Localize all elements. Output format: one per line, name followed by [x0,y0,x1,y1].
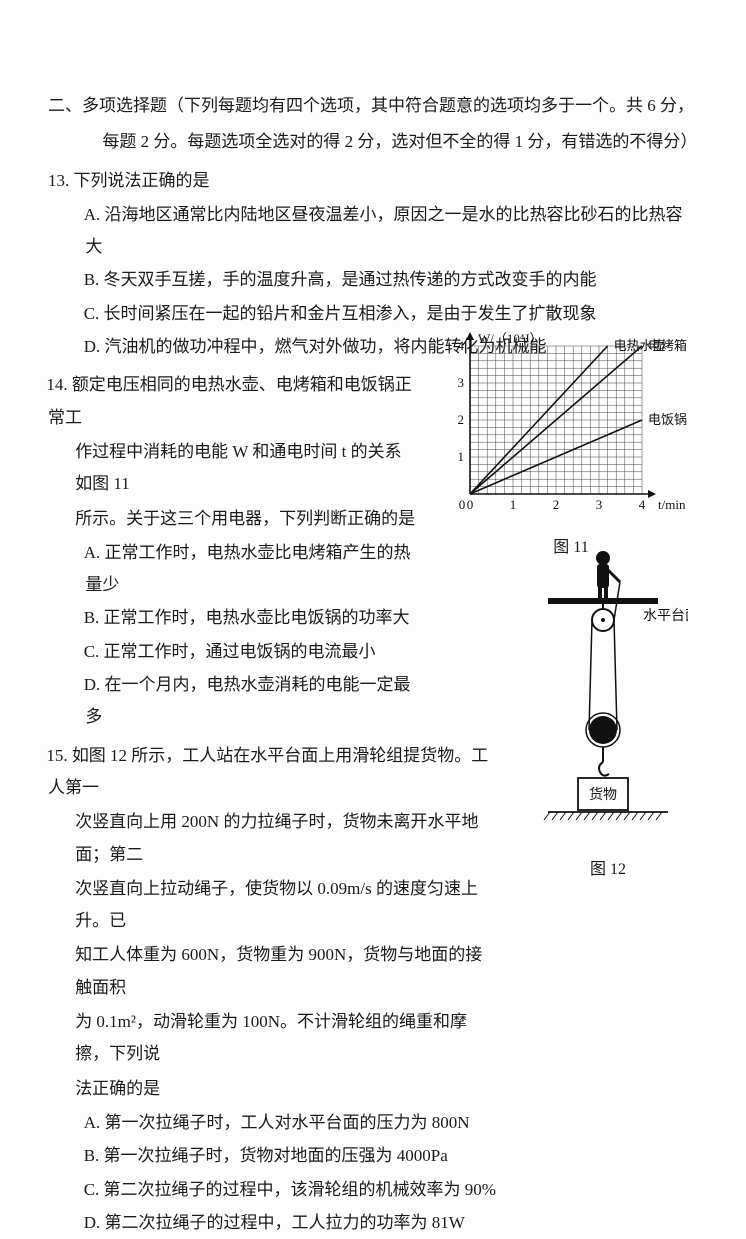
q15-option-a: A. 第一次拉绳子时，工人对水平台面的压力为 800N [48,1107,498,1139]
q14-option-a: A. 正常工作时，电热水壶比电烤箱产生的热量少 [48,537,418,602]
q15-stem-line1: 15. 如图 12 所示，工人站在水平台面上用滑轮组提货物。工人第一 [48,740,498,805]
svg-text:电饭锅: 电饭锅 [648,412,687,427]
q14-option-c: C. 正常工作时，通过电饭锅的电流最小 [48,636,418,668]
q15-option-d: D. 第二次拉绳子的过程中，工人拉力的功率为 81W [48,1207,498,1239]
q14-stem-line2: 作过程中消耗的电能 W 和通电时间 t 的关系如图 11 [48,436,418,501]
svg-text:3: 3 [458,375,465,390]
q14-stem-line3: 所示。关于这三个用电器，下列判断正确的是 [48,503,418,535]
figure-12-caption: 图 12 [528,855,688,885]
q15-option-b: B. 第一次拉绳子时，货物对地面的压强为 4000Pa [48,1140,498,1172]
q15-stem-line2: 次竖直向上用 200N 的力拉绳子时，货物未离开水平地面；第二 [48,806,498,871]
figure-11: 0123412340W/（10⁴J）t/min电热水壶电烤箱电饭锅 图 11 [436,328,706,538]
q15-stem-line5: 为 0.1m²，动滑轮重为 100N。不计滑轮组的绳重和摩擦，下列说 [48,1006,498,1071]
svg-text:2: 2 [458,412,465,427]
q14-option-b: B. 正常工作时，电热水壶比电饭锅的功率大 [48,602,418,634]
svg-text:t/min: t/min [658,497,686,512]
q15-stem-line3: 次竖直向上拉动绳子，使货物以 0.09m/s 的速度匀速上升。已 [48,873,498,938]
svg-text:水平台面: 水平台面 [643,608,688,624]
svg-text:货物: 货物 [589,786,617,803]
section-heading-line2: 每题 2 分。每题选项全选对的得 2 分，选对但不全的得 1 分，有错选的不得分… [48,126,698,158]
svg-text:W/（10⁴J）: W/（10⁴J） [478,331,542,346]
svg-text:0: 0 [459,497,466,512]
figure-12: 水平台面货物 图 12 [528,540,688,860]
svg-text:4: 4 [458,338,465,353]
q13-option-b: B. 冬天双手互搓，手的温度升高，是通过热传递的方式改变手的内能 [48,264,698,296]
figure-12-diagram: 水平台面货物 [528,540,688,840]
svg-text:1: 1 [510,497,517,512]
q15-stem-line6: 法正确的是 [48,1073,498,1105]
q15-stem-line4: 知工人体重为 600N，货物重为 900N，货物与地面的接触面积 [48,939,498,1004]
section-heading-line1: 二、多项选择题（下列每题均有四个选项，其中符合题意的选项均多于一个。共 6 分， [48,90,698,122]
q15-option-c: C. 第二次拉绳子的过程中，该滑轮组的机械效率为 90% [48,1174,498,1206]
q14-option-d: D. 在一个月内，电热水壶消耗的电能一定最多 [48,669,418,734]
q14-stem-line1: 14. 额定电压相同的电热水壶、电烤箱和电饭锅正常工 [48,369,418,434]
svg-text:1: 1 [458,449,465,464]
svg-text:4: 4 [639,497,646,512]
svg-text:电烤箱: 电烤箱 [648,338,687,353]
q13-option-c: C. 长时间紧压在一起的铅片和金片互相渗入，是由于发生了扩散现象 [48,298,698,330]
figure-11-chart: 0123412340W/（10⁴J）t/min电热水壶电烤箱电饭锅 [436,328,706,518]
q13-option-a: A. 沿海地区通常比内陆地区昼夜温差小，原因之一是水的比热容比砂石的比热容大 [48,199,698,264]
svg-text:0: 0 [467,497,474,512]
q13-stem: 13. 下列说法正确的是 [48,165,698,197]
svg-text:2: 2 [553,497,560,512]
svg-text:3: 3 [596,497,603,512]
